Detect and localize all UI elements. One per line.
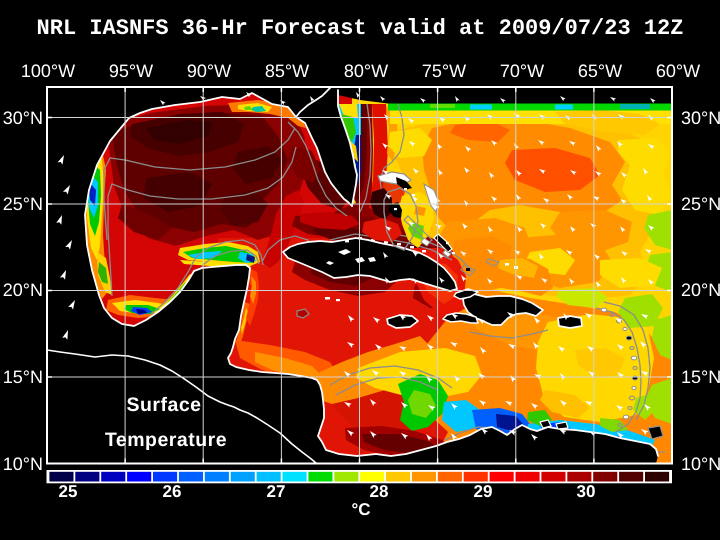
svg-text:85°W: 85°W [265, 61, 309, 81]
svg-text:Temperature: Temperature [105, 429, 227, 451]
svg-text:25°N: 25°N [681, 194, 720, 214]
svg-text:20°N: 20°N [681, 280, 720, 300]
svg-text:30: 30 [577, 482, 596, 501]
svg-text:90°W: 90°W [187, 61, 231, 81]
svg-text:15°N: 15°N [3, 367, 43, 387]
svg-text:15°N: 15°N [681, 367, 720, 387]
svg-text:26: 26 [163, 482, 182, 501]
svg-text:20°N: 20°N [3, 280, 43, 300]
svg-text:10°N: 10°N [681, 454, 720, 474]
svg-text:65°W: 65°W [578, 61, 622, 81]
svg-text:28: 28 [370, 482, 389, 501]
svg-text:27: 27 [267, 482, 286, 501]
svg-text:30°N: 30°N [3, 108, 43, 128]
svg-text:80°W: 80°W [344, 61, 388, 81]
svg-text:30°N: 30°N [681, 108, 720, 128]
svg-text:70°W: 70°W [500, 61, 544, 81]
svg-text:95°W: 95°W [109, 61, 153, 81]
svg-text:25: 25 [59, 482, 78, 501]
svg-text:NRL IASNFS 36-Hr Forecast val: NRL IASNFS 36-Hr Forecast valid at 2009/… [37, 16, 684, 41]
svg-text:60°W: 60°W [656, 61, 700, 81]
svg-text:75°W: 75°W [422, 61, 466, 81]
svg-text:25°N: 25°N [3, 194, 43, 214]
svg-text:100°W: 100°W [21, 61, 75, 81]
svg-text:29: 29 [474, 482, 493, 501]
svg-text:°C: °C [351, 500, 370, 519]
svg-text:10°N: 10°N [3, 454, 43, 474]
svg-text:Surface: Surface [126, 394, 201, 416]
